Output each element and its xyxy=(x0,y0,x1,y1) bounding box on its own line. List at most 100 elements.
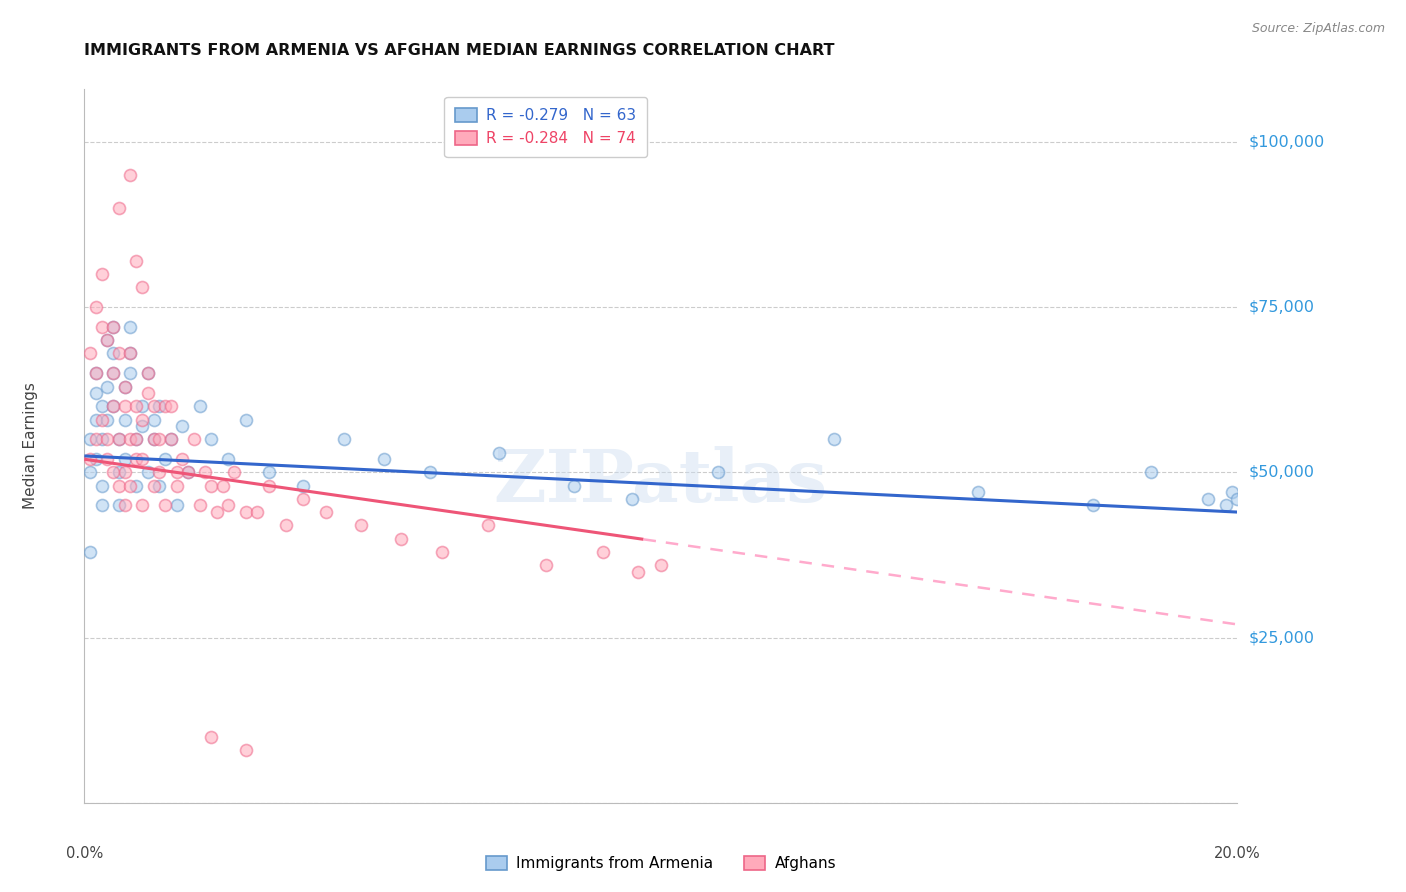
Point xyxy=(160,400,183,414)
Point xyxy=(131,412,153,426)
Point xyxy=(84,452,107,467)
Point xyxy=(235,412,257,426)
Point xyxy=(131,400,153,414)
Point xyxy=(488,445,510,459)
Point xyxy=(131,419,153,434)
Point xyxy=(108,201,131,215)
Point xyxy=(90,400,112,414)
Point xyxy=(142,433,165,447)
Point xyxy=(120,367,142,381)
Point xyxy=(114,379,136,393)
Point xyxy=(562,478,586,492)
Point xyxy=(90,412,112,426)
Point xyxy=(96,379,118,393)
Point xyxy=(114,412,136,426)
Point xyxy=(419,466,441,480)
Point xyxy=(103,346,124,360)
Point xyxy=(108,466,131,480)
Point xyxy=(1220,485,1243,500)
Point xyxy=(315,505,337,519)
Point xyxy=(103,320,124,334)
Text: 20.0%: 20.0% xyxy=(1213,846,1261,861)
Point xyxy=(90,478,112,492)
Point xyxy=(292,478,315,492)
Point xyxy=(136,386,159,401)
Point xyxy=(79,433,101,447)
Point xyxy=(373,452,395,467)
Point xyxy=(125,400,148,414)
Point xyxy=(205,505,228,519)
Point xyxy=(96,412,118,426)
Point xyxy=(235,743,257,757)
Point xyxy=(188,400,211,414)
Point xyxy=(84,412,107,426)
Point xyxy=(166,499,188,513)
Point xyxy=(136,466,159,480)
Point xyxy=(217,452,239,467)
Point xyxy=(120,346,142,360)
Point xyxy=(211,478,233,492)
Point xyxy=(142,478,165,492)
Point xyxy=(108,433,131,447)
Point xyxy=(621,491,644,506)
Point xyxy=(120,478,142,492)
Point xyxy=(79,466,101,480)
Point xyxy=(142,433,165,447)
Point xyxy=(96,452,118,467)
Point xyxy=(114,499,136,513)
Point xyxy=(148,478,170,492)
Point xyxy=(391,532,413,546)
Point xyxy=(125,254,148,268)
Point xyxy=(477,518,499,533)
Point xyxy=(200,433,222,447)
Point xyxy=(153,400,176,414)
Point xyxy=(125,433,148,447)
Point xyxy=(108,433,131,447)
Point xyxy=(332,433,354,447)
Point xyxy=(350,518,373,533)
Text: $50,000: $50,000 xyxy=(1249,465,1315,480)
Point xyxy=(84,367,107,381)
Point xyxy=(177,466,200,480)
Point xyxy=(650,558,672,572)
Point xyxy=(90,320,112,334)
Point xyxy=(627,565,650,579)
Text: 0.0%: 0.0% xyxy=(66,846,103,861)
Point xyxy=(131,499,153,513)
Text: $75,000: $75,000 xyxy=(1249,300,1315,315)
Point xyxy=(153,452,176,467)
Point xyxy=(125,433,148,447)
Point xyxy=(160,433,183,447)
Point xyxy=(1197,491,1219,506)
Point xyxy=(108,499,131,513)
Point xyxy=(217,499,239,513)
Point xyxy=(103,320,124,334)
Point xyxy=(84,433,107,447)
Point xyxy=(172,452,194,467)
Point xyxy=(114,452,136,467)
Text: $25,000: $25,000 xyxy=(1249,630,1315,645)
Point xyxy=(177,466,200,480)
Point xyxy=(153,499,176,513)
Point xyxy=(1215,499,1237,513)
Point xyxy=(108,478,131,492)
Point xyxy=(148,466,170,480)
Point xyxy=(79,452,101,467)
Point xyxy=(200,478,222,492)
Point xyxy=(79,545,101,559)
Point xyxy=(131,280,153,294)
Point xyxy=(136,367,159,381)
Point xyxy=(120,433,142,447)
Text: ZIPatlas: ZIPatlas xyxy=(494,446,828,517)
Point xyxy=(96,433,118,447)
Text: IMMIGRANTS FROM ARMENIA VS AFGHAN MEDIAN EARNINGS CORRELATION CHART: IMMIGRANTS FROM ARMENIA VS AFGHAN MEDIAN… xyxy=(84,43,835,58)
Point xyxy=(194,466,217,480)
Point xyxy=(1081,499,1104,513)
Point xyxy=(114,400,136,414)
Point xyxy=(125,478,148,492)
Point xyxy=(90,267,112,281)
Point xyxy=(131,452,153,467)
Point xyxy=(534,558,557,572)
Point xyxy=(103,400,124,414)
Point xyxy=(103,367,124,381)
